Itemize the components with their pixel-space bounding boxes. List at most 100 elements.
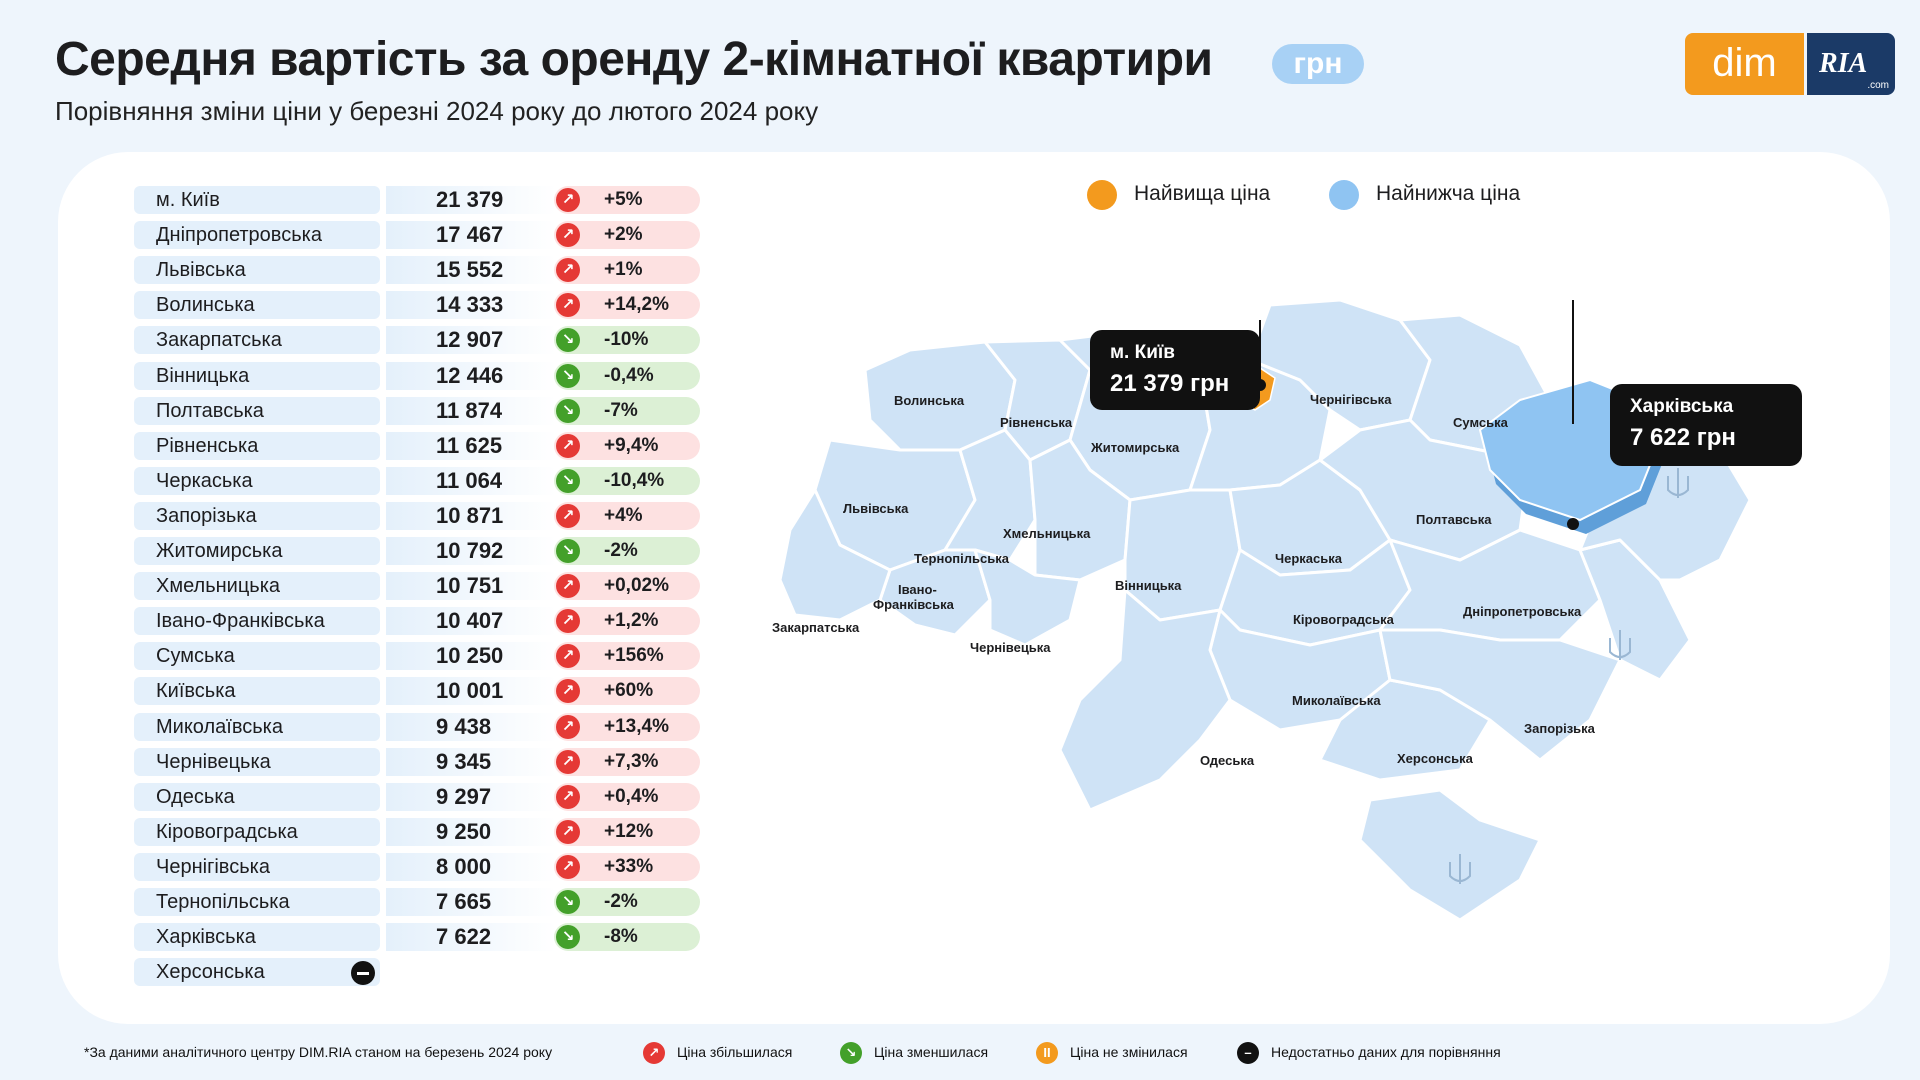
table-row: Рівненська 11 625 +9,4% ↗ [134, 431, 700, 460]
region-price: 10 407 [386, 607, 556, 636]
map-label-lviv: Львівська [843, 501, 909, 516]
region-crimea [1358, 788, 1542, 922]
arrow-down-icon: ↘ [556, 468, 580, 493]
arrow-down-icon: ↘ [556, 925, 580, 950]
region-name: м. Київ [134, 186, 380, 214]
region-price: 10 751 [386, 572, 556, 601]
region-name: Дніпропетровська [134, 221, 380, 250]
region-name: Київська [134, 677, 380, 706]
region-name: Житомирська [134, 537, 380, 565]
arrow-up-icon: ↗ [556, 223, 580, 248]
callout-lowest-name: Харківська [1630, 396, 1734, 417]
arrow-up-icon: ↗ [556, 644, 580, 669]
table-row: Запорізька 10 871 +4% ↗ [134, 501, 700, 530]
logo-ria-text: RIA [1819, 48, 1868, 79]
legend-highest-label: Найвища ціна [1134, 182, 1271, 205]
footer-same-label: Ціна не змінилася [1070, 1044, 1188, 1060]
region-change: +14,2% [554, 291, 700, 320]
highest-price-dot [1087, 180, 1117, 210]
arrow-down-icon: ↘ [556, 398, 580, 423]
region-price: 21 379 [386, 186, 556, 214]
map-label-ivano2: Франківська [873, 597, 955, 612]
map-label-zakarpattia: Закарпатська [772, 620, 860, 635]
arrow-up-icon: ↗ [556, 503, 580, 528]
map-label-sumy: Сумська [1453, 415, 1509, 430]
table-row: Одеська 9 297 +0,4% ↗ [134, 782, 700, 811]
arrow-down-icon: ↘ [556, 890, 580, 914]
map-label-khmelnytskyi: Хмельницька [1003, 526, 1091, 541]
footer-nodata-label: Недостатньо даних для порівняння [1271, 1044, 1501, 1060]
region-name: Волинська [134, 291, 380, 320]
table-row: Волинська 14 333 +14,2% ↗ [134, 291, 700, 320]
trident-icon-luhansk [1667, 468, 1689, 498]
arrow-up-icon: ↗ [556, 433, 580, 458]
region-change: +4% [554, 501, 700, 530]
no-data-icon [351, 961, 375, 986]
legend-lowest-label: Найнижча ціна [1376, 182, 1521, 205]
arrow-up-icon: ↗ [556, 679, 580, 704]
region-price: 11 874 [386, 396, 556, 425]
region-zakarpattia [778, 488, 892, 622]
map-label-cherkasy: Черкаська [1275, 551, 1343, 566]
arrow-down-icon: ↘ [556, 539, 580, 563]
table-row: Черкаська 11 064 -10,4% ↘ [134, 466, 700, 495]
region-name: Львівська [134, 256, 380, 285]
arrow-up-icon: ↗ [556, 819, 580, 844]
region-name: Рівненська [134, 431, 380, 460]
logo-ria: RIA .com [1807, 33, 1895, 95]
arrow-down-icon: ↘ [556, 363, 580, 388]
region-price: 10 871 [386, 501, 556, 530]
table-row: Івано-Франківська 10 407 +1,2% ↗ [134, 607, 700, 636]
table-row: Чернівецька 9 345 +7,3% ↗ [134, 747, 700, 776]
logo-com-text: .com [1867, 80, 1889, 91]
region-change: -10% [554, 326, 700, 355]
map-label-dnipro: Дніпропетровська [1463, 604, 1582, 619]
region-name: Сумська [134, 642, 380, 671]
region-price: 9 438 [386, 712, 556, 741]
map-label-odesa: Одеська [1200, 753, 1255, 768]
page-title: Середня вартість за оренду 2-кімнатної к… [55, 33, 1213, 86]
arrow-up-icon: ↗ [556, 293, 580, 318]
footer-source: *За даними аналітичного центру DIM.RIA с… [84, 1044, 553, 1060]
arrow-up-icon: ↗ [556, 188, 580, 212]
trident-icon-donetsk [1609, 630, 1631, 660]
region-name: Кіровоградська [134, 817, 380, 846]
table-row: Чернігівська 8 000 +33% ↗ [134, 852, 700, 881]
map-label-kherson: Херсонська [1397, 751, 1474, 766]
table-row: Київська 10 001 +60% ↗ [134, 677, 700, 706]
ukraine-map: Волинська Рівненська Житомирська Чернігі… [772, 300, 1752, 922]
region-ivano-frankivsk [878, 548, 992, 637]
region-name: Запорізька [134, 501, 380, 530]
region-price: 9 345 [386, 747, 556, 776]
dim-ria-logo[interactable]: dim RIA .com [1685, 33, 1895, 95]
region-price: 15 552 [386, 256, 556, 285]
table-row: Закарпатська 12 907 -10% ↘ [134, 326, 700, 355]
region-name: Чернігівська [134, 852, 380, 881]
table-row: Херсонська [134, 958, 700, 987]
arrow-up-icon: ↗ [556, 609, 580, 634]
region-price: 12 907 [386, 326, 556, 355]
region-price: 9 297 [386, 782, 556, 811]
map-label-mykolaiv: Миколаївська [1292, 693, 1381, 708]
table-row: Львівська 15 552 +1% ↗ [134, 256, 700, 285]
table-row: Полтавська 11 874 -7% ↘ [134, 396, 700, 425]
region-change: +156% [554, 642, 700, 671]
region-zaporizhzhia [1378, 628, 1622, 762]
map-label-kirovohrad: Кіровоградська [1293, 612, 1395, 627]
region-change: +5% [554, 186, 700, 214]
region-name: Тернопільська [134, 888, 380, 916]
map-label-vinnytsia: Вінницька [1115, 578, 1182, 593]
price-up-icon: ↗ [643, 1042, 665, 1064]
map-label-ivano: Івано- [898, 582, 937, 597]
region-dnipro [1378, 528, 1602, 642]
region-price: 7 665 [386, 888, 556, 916]
callout-highest-value: 21 379 грн [1110, 370, 1230, 397]
region-price: 10 001 [386, 677, 556, 706]
map-label-zaporizhzhia: Запорізька [1524, 721, 1596, 736]
map-label-poltava: Полтавська [1416, 512, 1492, 527]
table-row: Дніпропетровська 17 467 +2% ↗ [134, 221, 700, 250]
map-label-chernihiv: Чернігівська [1310, 392, 1392, 407]
region-name: Хмельницька [134, 572, 380, 601]
table-row: Вінницька 12 446 -0,4% ↘ [134, 361, 700, 390]
table-row: Хмельницька 10 751 +0,02% ↗ [134, 572, 700, 601]
